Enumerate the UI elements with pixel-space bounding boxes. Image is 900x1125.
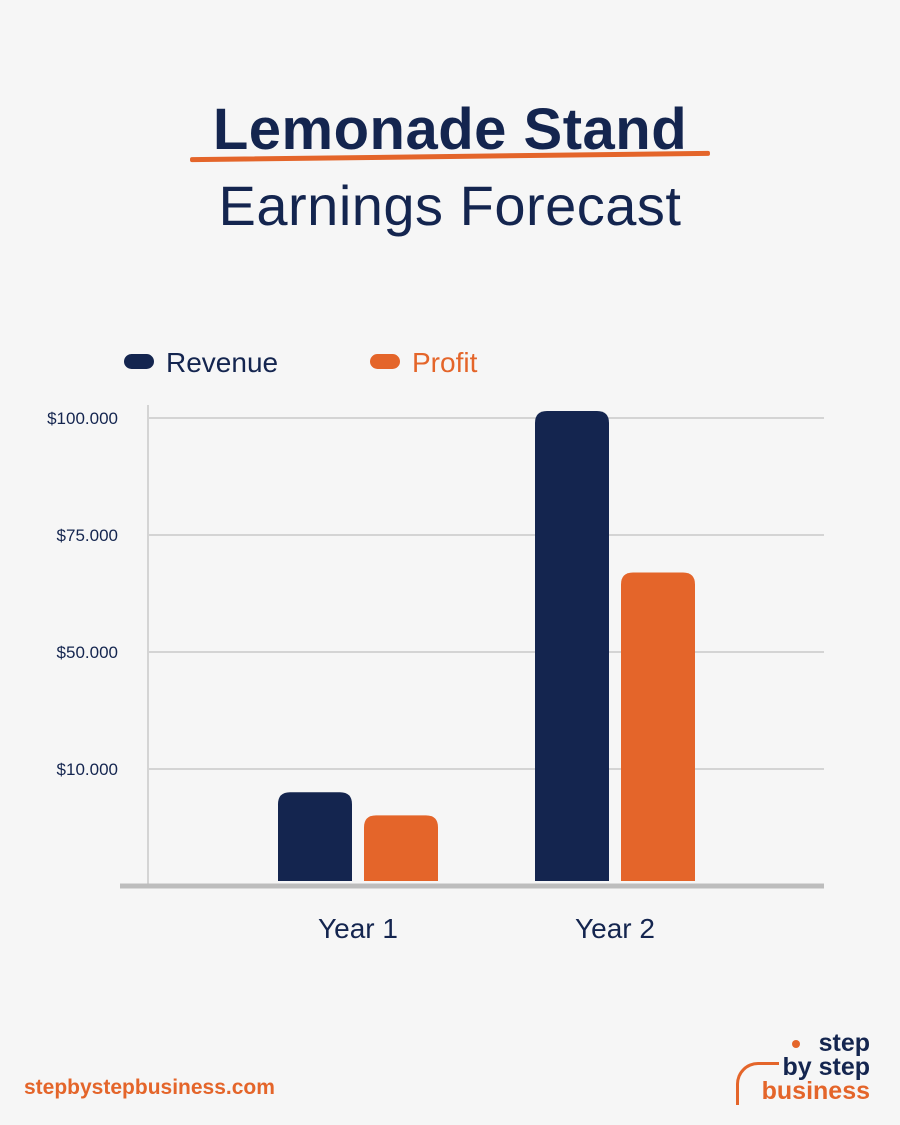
- bar-revenue-year-1: [278, 792, 352, 881]
- step-by-step-business-logo: step by step business: [730, 1029, 870, 1105]
- y-axis-tick-labels: $10.000 $50.000 $75.000 $100.000: [47, 409, 118, 779]
- legend-swatch-profit: [370, 354, 400, 369]
- y-tick-label: $50.000: [57, 643, 118, 662]
- legend-swatch-revenue: [124, 354, 154, 369]
- logo-arc-icon: [736, 1062, 779, 1105]
- x-tick-label: Year 2: [575, 913, 655, 944]
- x-axis-tick-labels: Year 1 Year 2: [318, 913, 655, 944]
- legend-label-profit: Profit: [412, 347, 478, 378]
- logo-line-1: step: [818, 1029, 870, 1057]
- legend: Revenue Profit: [124, 347, 478, 378]
- bar-profit-year-1: [364, 815, 438, 881]
- y-tick-label: $100.000: [47, 409, 118, 428]
- chart-subtitle: Earnings Forecast: [218, 174, 682, 237]
- bar-profit-year-2: [621, 572, 695, 881]
- footer-url[interactable]: stepbystepbusiness.com: [24, 1076, 275, 1099]
- legend-label-revenue: Revenue: [166, 347, 278, 378]
- gridlines: [147, 405, 824, 885]
- logo-line-3: business: [761, 1077, 870, 1105]
- y-tick-label: $75.000: [57, 526, 118, 545]
- x-tick-label: Year 1: [318, 913, 398, 944]
- logo-line-2: by step: [782, 1053, 870, 1081]
- logo-dot-icon: [792, 1040, 800, 1048]
- bar-revenue-year-2: [535, 410, 609, 881]
- bar-chart: Revenue Profit $10.000 $50.000 $75.000 $100.…: [47, 347, 824, 944]
- bars: [120, 410, 824, 889]
- y-tick-label: $10.000: [57, 760, 118, 779]
